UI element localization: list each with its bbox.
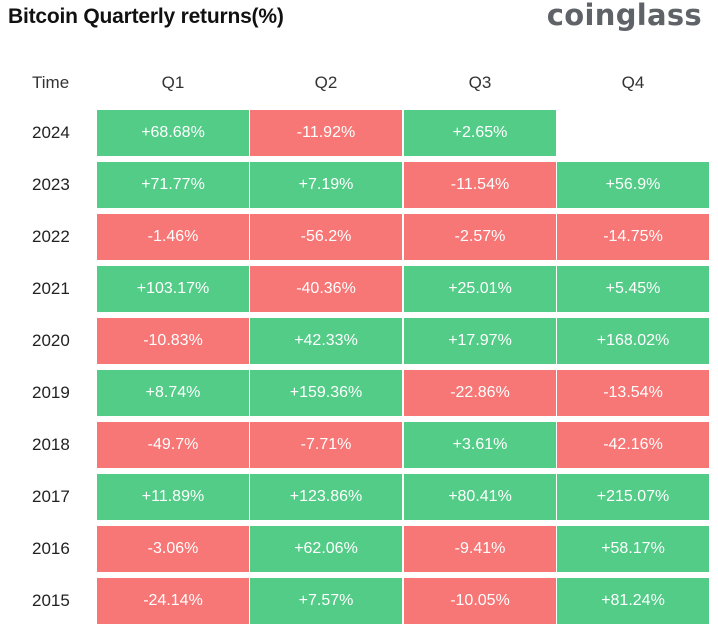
column-header-q1: Q1 bbox=[161, 73, 185, 92]
return-cell: +11.89% bbox=[97, 474, 249, 520]
column-header-time: Time bbox=[32, 73, 70, 92]
return-cell: -42.16% bbox=[557, 422, 709, 468]
row-label-2021: 2021 bbox=[32, 279, 70, 298]
return-cell: -13.54% bbox=[557, 370, 709, 416]
return-cell: +71.77% bbox=[97, 162, 249, 208]
return-cell: -49.7% bbox=[97, 422, 249, 468]
return-cell: -10.05% bbox=[404, 578, 556, 624]
return-cell: +58.17% bbox=[557, 526, 709, 572]
return-cell: +7.57% bbox=[250, 578, 402, 624]
column-header-q2: Q2 bbox=[314, 73, 338, 92]
return-cell: -40.36% bbox=[250, 266, 402, 312]
row-label-2020: 2020 bbox=[32, 331, 70, 350]
return-cell: -10.83% bbox=[97, 318, 249, 364]
return-cell: +103.17% bbox=[97, 266, 249, 312]
return-cell: +3.61% bbox=[404, 422, 556, 468]
return-cell: +42.33% bbox=[250, 318, 402, 364]
column-header-q3: Q3 bbox=[468, 73, 492, 92]
return-cell: +80.41% bbox=[404, 474, 556, 520]
return-cell: -24.14% bbox=[97, 578, 249, 624]
return-cell: -2.57% bbox=[404, 214, 556, 260]
row-label-2017: 2017 bbox=[32, 487, 70, 506]
return-cell: -22.86% bbox=[404, 370, 556, 416]
row-label-2023: 2023 bbox=[32, 175, 70, 194]
return-cell: +68.68% bbox=[97, 110, 249, 156]
return-cell: +81.24% bbox=[557, 578, 709, 624]
return-cell: -7.71% bbox=[250, 422, 402, 468]
row-label-2016: 2016 bbox=[32, 539, 70, 558]
return-cell: +159.36% bbox=[250, 370, 402, 416]
return-cell: +56.9% bbox=[557, 162, 709, 208]
return-cell: +62.06% bbox=[250, 526, 402, 572]
return-cell: +25.01% bbox=[404, 266, 556, 312]
return-cell: -3.06% bbox=[97, 526, 249, 572]
row-label-2015: 2015 bbox=[32, 591, 70, 610]
return-cell: +2.65% bbox=[404, 110, 556, 156]
return-cell: +7.19% bbox=[250, 162, 402, 208]
return-cell: -14.75% bbox=[557, 214, 709, 260]
return-cell: -11.54% bbox=[404, 162, 556, 208]
return-cell: +123.86% bbox=[250, 474, 402, 520]
return-cell: -11.92% bbox=[250, 110, 402, 156]
return-cell: +215.07% bbox=[557, 474, 709, 520]
return-cell: +168.02% bbox=[557, 318, 709, 364]
return-cell: +5.45% bbox=[557, 266, 709, 312]
row-label-2022: 2022 bbox=[32, 227, 70, 246]
row-label-2018: 2018 bbox=[32, 435, 70, 454]
return-cell: +17.97% bbox=[404, 318, 556, 364]
row-label-2019: 2019 bbox=[32, 383, 70, 402]
chart-title: Bitcoin Quarterly returns(%) bbox=[8, 5, 284, 28]
return-cell: +8.74% bbox=[97, 370, 249, 416]
return-cell: -1.46% bbox=[97, 214, 249, 260]
return-cell: -56.2% bbox=[250, 214, 402, 260]
row-label-2024: 2024 bbox=[32, 123, 70, 142]
column-header-q4: Q4 bbox=[621, 73, 645, 92]
coinglass-logo: coinglass bbox=[546, 0, 702, 32]
return-cell: -9.41% bbox=[404, 526, 556, 572]
